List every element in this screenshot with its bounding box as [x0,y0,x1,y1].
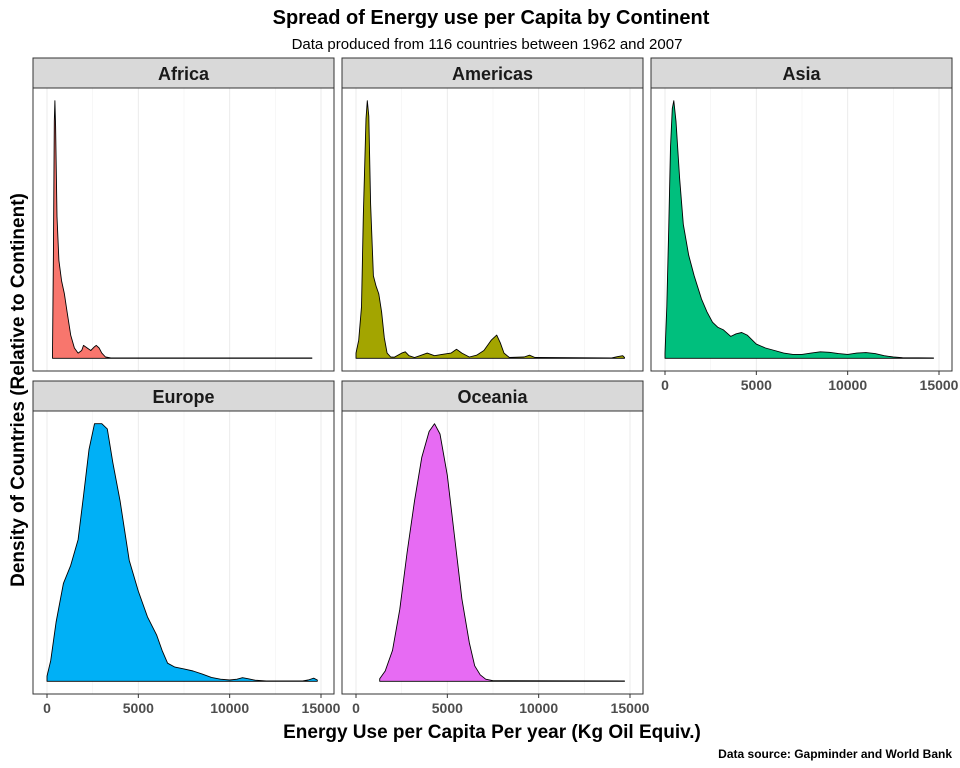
strip-background [341,380,644,412]
panel-background [342,88,643,371]
strip-background [32,380,335,412]
facet-americas: Americas [341,57,644,372]
panel-border [32,87,335,372]
strip-background [650,57,953,89]
x-tick-label: 15000 [920,377,959,393]
density-area-americas [355,100,625,359]
facet-asia: Asia 0 5000 10000 15000 [650,57,959,393]
panel-border [650,87,953,372]
x-tick-label: 5000 [432,700,463,716]
x-tick-label: 5000 [741,377,772,393]
strip-label: Africa [158,64,210,84]
strip-label: Europe [152,387,214,407]
x-tick-label: 0 [43,700,51,716]
x-tick-label: 10000 [210,700,249,716]
facet-europe: Europe 0 5000 10000 15000 [32,380,341,716]
panel-border [32,410,335,695]
x-tick-label: 0 [352,700,360,716]
x-tick-label: 10000 [519,700,558,716]
x-tick-label: 0 [661,377,669,393]
density-area-asia [664,100,934,359]
x-tick-label: 15000 [302,700,341,716]
strip-background [341,57,644,89]
density-area-africa [52,100,313,359]
chart-title: Spread of Energy use per Capita by Conti… [273,7,710,29]
density-area-europe [46,423,318,682]
strip-label: Americas [452,64,533,84]
x-axis-title: Energy Use per Capita Per year (Kg Oil E… [283,722,701,743]
chart-subtitle: Data produced from 116 countries between… [292,36,683,53]
panel-background [33,88,334,371]
x-tick-label: 15000 [611,700,650,716]
facet-africa: Africa [32,57,335,372]
x-tick-label: 10000 [828,377,867,393]
panel-background [342,411,643,694]
panel-border [341,87,644,372]
density-area-oceania [379,423,625,682]
caption: Data source: Gapminder and World Bank [718,747,952,761]
facet-oceania: Oceania 0 5000 10000 15000 [341,380,650,716]
strip-label: Asia [782,64,821,84]
x-tick-label: 5000 [123,700,154,716]
strip-label: Oceania [457,387,528,407]
strip-background [32,57,335,89]
y-axis-title: Density of Countries (Relative to Contin… [8,193,29,587]
panel-border [341,410,644,695]
facet-panels: Africa Americas Asia 0 5000 10000 15000 Europe 0… [32,57,959,716]
